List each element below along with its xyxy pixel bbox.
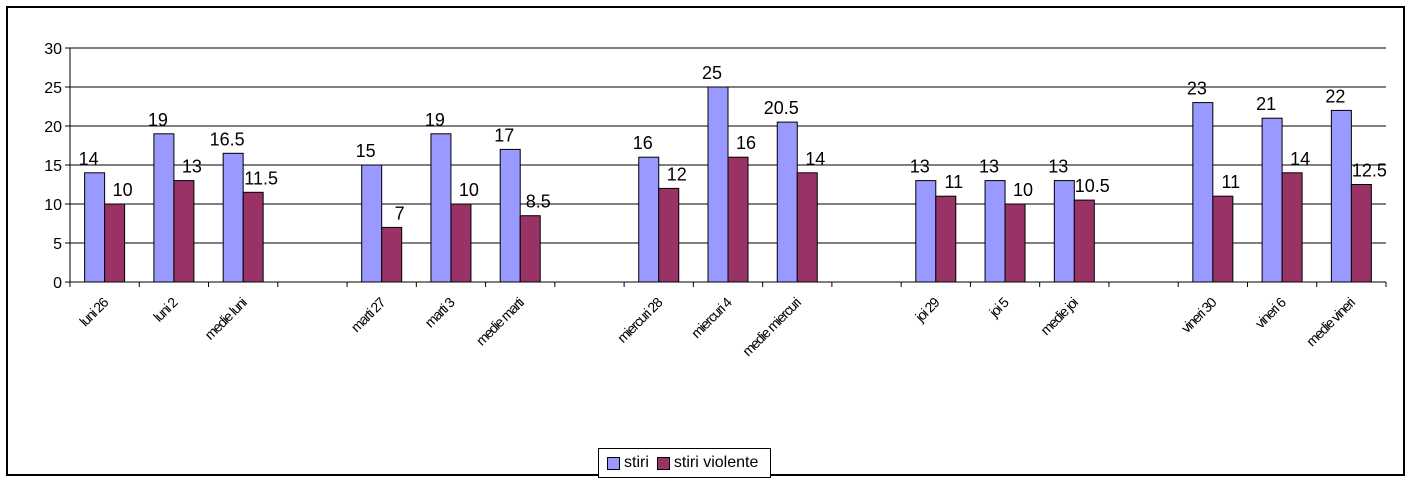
- legend-swatch-stiri: [607, 456, 620, 470]
- category-label: marti 3: [421, 294, 458, 331]
- data-label: 11: [944, 172, 963, 192]
- category-label: vineri 30: [1178, 294, 1220, 336]
- category-label: joi 5: [985, 294, 1012, 321]
- bar-stiri: [222, 152, 244, 283]
- legend-item-stiri-violente: stiri violente: [656, 454, 759, 472]
- data-label: 14: [805, 149, 825, 169]
- y-tick-label: 25: [44, 80, 62, 97]
- bar-stiri: [638, 156, 660, 283]
- bar-stiri-violente: [519, 215, 541, 283]
- category-label: joi 29: [911, 294, 943, 326]
- bar-stiri: [1192, 102, 1214, 283]
- bar-stiri: [499, 148, 521, 283]
- data-label: 20.5: [764, 98, 799, 118]
- bar-stiri-violente: [935, 195, 957, 283]
- legend-item-stiri: stiri: [607, 454, 649, 472]
- bar-stiri-violente: [658, 187, 680, 283]
- data-label: 13: [1048, 157, 1068, 177]
- data-label: 8.5: [526, 192, 551, 212]
- data-label: 14: [79, 149, 99, 169]
- data-label: 13: [182, 157, 202, 177]
- data-label: 12: [667, 164, 687, 184]
- bar-stiri: [361, 164, 383, 283]
- category-label: miercuri 28: [614, 294, 666, 346]
- bar-stiri: [915, 180, 937, 283]
- bar-stiri: [84, 172, 106, 283]
- data-label: 13: [979, 157, 999, 177]
- y-tick-label: 20: [44, 119, 62, 136]
- bar-stiri-violente: [1004, 203, 1026, 283]
- bar-stiri-violente: [796, 172, 818, 283]
- y-tick-label: 0: [53, 275, 62, 292]
- category-label: medie marti: [473, 294, 527, 348]
- bar-stiri-violente: [104, 203, 126, 283]
- bar-stiri: [1261, 117, 1283, 283]
- bar-stiri-violente: [727, 156, 749, 283]
- category-label: medie vineri: [1303, 294, 1358, 349]
- data-label: 10.5: [1075, 176, 1110, 196]
- legend-swatch-stiri-violente: [656, 456, 670, 470]
- legend: stiri stiri violente: [598, 448, 772, 478]
- data-label: 16.5: [210, 129, 245, 149]
- y-tick-label: 15: [44, 158, 62, 175]
- data-label: 15: [356, 141, 376, 161]
- bar-stiri: [430, 133, 452, 283]
- bar-stiri: [153, 133, 175, 283]
- bar-stiri: [776, 121, 798, 283]
- bar-stiri-violente: [173, 180, 195, 283]
- bar-stiri-violente: [450, 203, 472, 283]
- bar-stiri-violente: [1350, 184, 1372, 283]
- category-label: vineri 6: [1252, 294, 1289, 331]
- data-label: 22: [1325, 86, 1345, 106]
- data-label: 11: [1221, 172, 1240, 192]
- data-label: 10: [1013, 180, 1033, 200]
- category-label: luni 26: [76, 294, 112, 330]
- category-label: medie luni: [201, 294, 250, 343]
- data-label: 16: [736, 133, 756, 153]
- bar-stiri: [1330, 109, 1352, 283]
- bar-stiri-violente: [242, 191, 264, 283]
- bar-stiri-violente: [1212, 195, 1234, 283]
- bar-stiri-violente: [1073, 199, 1095, 283]
- category-label: luni 2: [150, 294, 181, 325]
- bar-stiri: [707, 86, 729, 283]
- bar-stiri: [984, 180, 1006, 283]
- data-label: 12.5: [1352, 161, 1387, 181]
- data-label: 19: [148, 110, 168, 130]
- bar-stiri: [1053, 180, 1075, 283]
- category-label: miercuri 4: [688, 294, 735, 341]
- data-label: 19: [425, 110, 445, 130]
- data-label: 21: [1256, 94, 1276, 114]
- category-label: marti 27: [348, 294, 389, 335]
- chart-area: 0 5 10 15 20 25 30 14 10 luni 26 19 13 luni 2 16.5 11.…: [6, 6, 1405, 478]
- data-label: 14: [1290, 149, 1310, 169]
- y-tick-label: 10: [44, 197, 62, 214]
- data-label: 13: [910, 157, 930, 177]
- data-label: 7: [395, 203, 405, 223]
- data-label: 17: [494, 125, 514, 145]
- bar-chart: 0 5 10 15 20 25 30 14 10 luni 26 19 13 luni 2 16.5 11.…: [44, 41, 1387, 359]
- category-label: medie miercuri: [739, 294, 804, 359]
- y-tick-label: 30: [44, 41, 62, 58]
- bar-stiri-violente: [381, 226, 403, 283]
- category-label: medie joi: [1037, 294, 1081, 338]
- data-label: 25: [702, 63, 722, 83]
- legend-label-stiri-violente: stiri violente: [673, 454, 759, 471]
- bar-stiri-violente: [1281, 172, 1303, 283]
- data-label: 23: [1187, 79, 1207, 99]
- data-label: 11.5: [244, 168, 278, 188]
- y-tick-label: 5: [53, 236, 62, 253]
- legend-label-stiri: stiri: [624, 454, 649, 471]
- data-label: 10: [459, 180, 479, 200]
- data-label: 16: [633, 133, 653, 153]
- data-label: 10: [113, 180, 133, 200]
